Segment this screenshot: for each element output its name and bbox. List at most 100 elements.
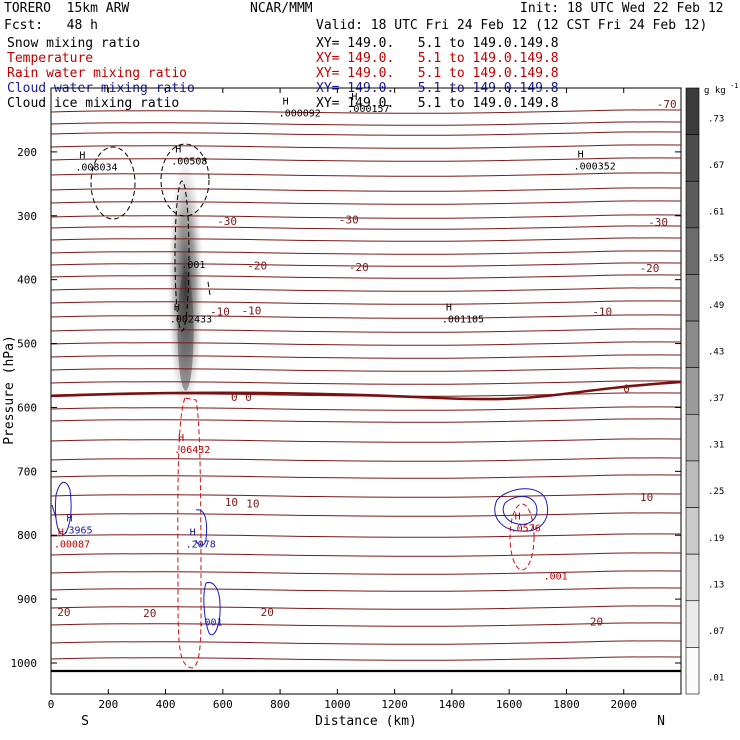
temperature-label: 20 (57, 606, 70, 619)
colorbar-label: .67 (708, 161, 724, 171)
colorbar-unit: g kg (704, 86, 726, 96)
legend-rain: Rain water mixing ratio (7, 66, 188, 81)
cloud-ice-contour (207, 281, 211, 296)
temperature-label: -20 (349, 261, 369, 274)
y-axis-title: Pressure (hPa) (2, 335, 17, 445)
temperature-label: -10 (210, 306, 230, 319)
max-value-label: .002433 (170, 315, 212, 326)
colorbar-segment (685, 87, 700, 135)
isotherm-line (51, 605, 681, 610)
temperature-label: -30 (339, 214, 359, 227)
isotherm-line (51, 474, 681, 479)
rain-contour (177, 397, 202, 669)
colorbar-label: .07 (708, 627, 724, 637)
legend-cloud-ice: Cloud ice mixing ratio (7, 96, 180, 111)
temperature-label: -30 (217, 215, 237, 228)
temperature-label: 10 (246, 497, 259, 510)
temperature-label: 0 (231, 391, 238, 404)
valid-label: Valid: 18 UTC Fri 24 Feb 12 (12 CST Fri … (316, 18, 708, 33)
isotherm-line (51, 457, 681, 462)
model-label: TORERO 15km ARW (4, 1, 130, 16)
x-tick-label: 400 (156, 698, 176, 711)
cloud-water-contour (55, 481, 72, 535)
temperature-label: 20 (590, 615, 603, 628)
colorbar-segment (685, 274, 700, 322)
snow-shading (167, 156, 204, 417)
isotherm-line (51, 314, 681, 319)
isotherm-line (51, 300, 681, 305)
isotherm-line (51, 656, 681, 661)
temperature-label: -20 (247, 260, 267, 273)
colorbar-segment (685, 553, 700, 602)
legend-snow: Snow mixing ratio (7, 36, 141, 51)
legend-rain-coords: XY= 149.0. 5.1 to 149.0.149.8 (316, 66, 559, 81)
colorbar-label: .37 (708, 394, 724, 404)
center-label: NCAR/MMM (250, 1, 313, 16)
isotherm-line (51, 109, 681, 114)
isotherm-line (51, 587, 681, 592)
colorbar-segment (685, 507, 700, 555)
temperature-label: 0 (245, 391, 252, 404)
max-marker: H (446, 303, 452, 314)
isotherm-line (51, 214, 681, 219)
max-value-label: .00508 (171, 156, 207, 167)
max-marker: H (58, 528, 64, 539)
isotherm-line (51, 172, 681, 177)
isotherm-line (51, 406, 681, 411)
temperature-label: -10 (592, 306, 612, 319)
isotherm-line (51, 187, 681, 192)
max-value-label: .2078 (186, 540, 216, 551)
x-tick-label: 1200 (381, 698, 408, 711)
cloud-water-contour (195, 509, 208, 546)
isotherm-line (51, 438, 681, 443)
max-value-label: .00087 (54, 540, 90, 551)
y-tick-label: 300 (17, 210, 37, 223)
cloud-water-contour (494, 488, 548, 532)
isotherm-line (51, 121, 681, 126)
isotherm-line (51, 570, 681, 575)
temperature-label: -30 (648, 216, 668, 229)
isotherm-line (51, 552, 681, 557)
colorbar-label: .25 (708, 487, 724, 497)
cloud-ice-contour (174, 180, 190, 332)
y-tick-label: 200 (17, 146, 37, 159)
y-tick-label: 900 (17, 593, 37, 606)
isotherm-line (51, 157, 681, 162)
colorbar-segment (685, 320, 700, 368)
x-tick-label: 1600 (496, 698, 523, 711)
x-axis-title: Distance (km) (315, 714, 417, 729)
isotherm-line (51, 225, 681, 230)
y-tick-label: 800 (17, 529, 37, 542)
colorbar-segment (685, 227, 700, 275)
colorbar-segment (685, 180, 700, 229)
max-value-label: .3965 (62, 526, 92, 537)
fcst-label: Fcst: 48 h (4, 18, 98, 33)
isotherm-line (51, 380, 681, 385)
max-marker: H (66, 514, 72, 525)
colorbar-segment (685, 460, 700, 508)
max-value-label: .000092 (279, 108, 321, 119)
isotherm-line (51, 237, 681, 242)
isotherm-line (51, 622, 681, 627)
colorbar-segment (685, 134, 700, 182)
legend-temperature-coords: XY= 149.0. 5.1 to 149.0.149.8 (316, 51, 559, 66)
max-marker: H (190, 528, 196, 539)
plot-frame (50, 87, 682, 695)
isotherm-line (51, 287, 681, 292)
x-tick-label: 0 (48, 698, 55, 711)
max-marker: H (174, 303, 180, 314)
rain-contour (509, 503, 535, 571)
cloud-ice-contour (160, 143, 210, 217)
cloud-water-contour (51, 504, 57, 519)
isotherm-line (51, 262, 681, 267)
cloud-ice-contour (90, 146, 136, 220)
isotherm-line (51, 131, 681, 136)
y-tick-label: 1000 (11, 657, 38, 670)
x-tick-label: 600 (213, 698, 233, 711)
isotherm-line (51, 328, 681, 333)
init-label: Init: 18 UTC Wed 22 Feb 12 (520, 1, 724, 16)
isotherm-line (51, 200, 681, 205)
isotherm-line (51, 367, 681, 372)
legend-temperature: Temperature (7, 51, 94, 66)
